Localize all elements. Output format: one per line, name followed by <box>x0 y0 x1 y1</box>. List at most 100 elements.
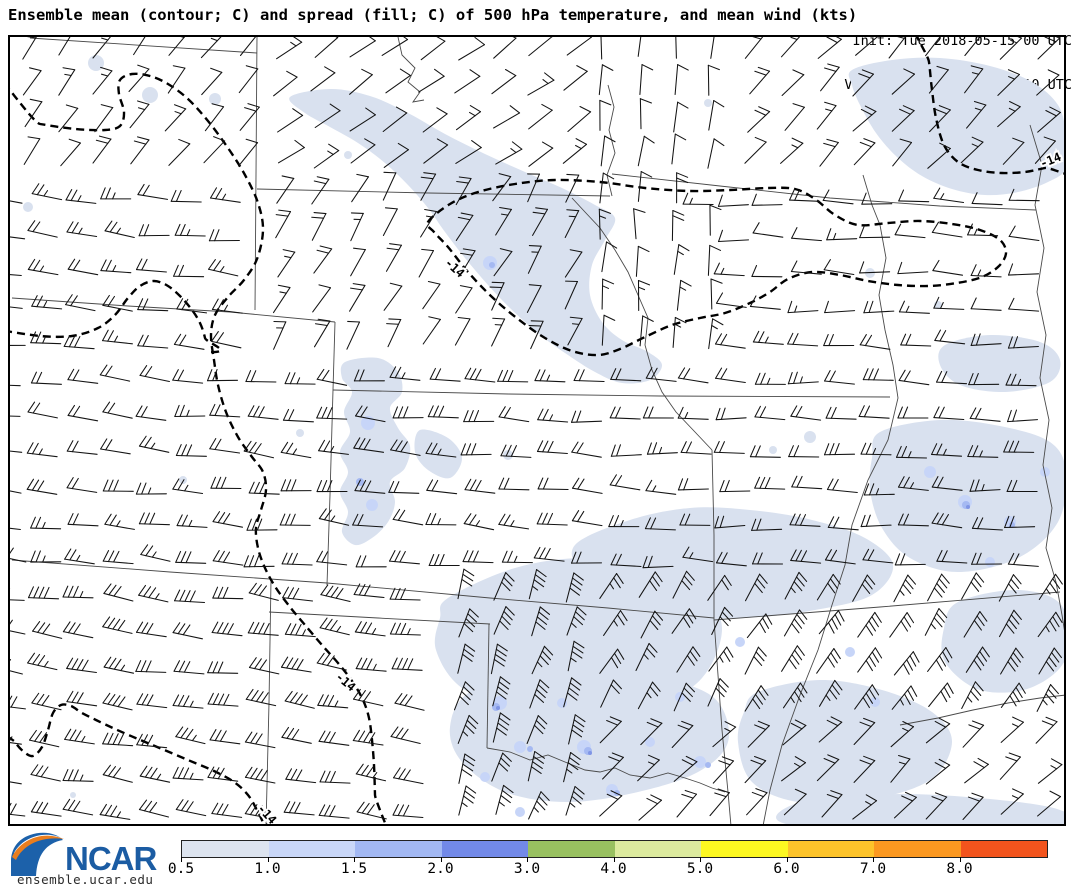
wind-barb <box>676 172 689 204</box>
wind-barb <box>960 136 984 164</box>
wind-barb <box>929 105 951 133</box>
spread-spot-2 <box>527 746 533 752</box>
wind-barb <box>138 224 170 237</box>
wind-barb <box>500 444 532 458</box>
wind-barb <box>280 656 312 673</box>
wind-barb <box>463 513 495 531</box>
wind-barb <box>458 36 485 61</box>
wind-barb <box>671 720 694 749</box>
wind-barb <box>645 367 677 382</box>
wind-barb <box>927 142 951 169</box>
wind-barb <box>174 404 206 417</box>
wind-barb <box>280 441 312 459</box>
wind-barb <box>816 648 841 674</box>
wind-barb <box>316 480 348 493</box>
wind-barb <box>707 244 722 276</box>
wind-barb <box>492 676 511 707</box>
wind-barb <box>633 208 646 240</box>
wind-barb <box>273 70 298 97</box>
spread-spot-1 <box>366 499 378 511</box>
wind-barb <box>565 173 580 203</box>
wind-barb <box>715 551 747 567</box>
wind-barb <box>498 513 530 530</box>
wind-barb <box>640 718 663 746</box>
wind-barb <box>62 798 94 816</box>
wind-barb <box>637 754 660 782</box>
wind-barb <box>212 511 244 528</box>
wind-barb <box>389 587 421 601</box>
wind-barb <box>744 573 768 602</box>
wind-barb <box>537 408 569 423</box>
wind-barb <box>599 573 624 599</box>
wind-barb <box>454 316 471 346</box>
wind-barb <box>350 247 366 277</box>
wind-barb <box>852 574 876 602</box>
wind-barb <box>1038 647 1062 675</box>
state-border-line <box>486 623 490 749</box>
wind-barb <box>1036 69 1060 96</box>
wind-barb <box>92 35 113 59</box>
wind-barb <box>457 714 479 744</box>
wind-barb <box>891 685 918 710</box>
wind-barb <box>279 513 311 526</box>
wind-barb <box>58 104 79 133</box>
wind-barb <box>354 621 386 637</box>
wind-barb <box>245 688 277 707</box>
wind-barb <box>67 368 99 384</box>
wind-barb <box>418 68 445 93</box>
spread-fill-spot <box>503 450 513 460</box>
wind-barb <box>565 572 584 603</box>
wind-barb <box>491 68 517 95</box>
wind-barb <box>167 65 186 94</box>
wind-barb <box>563 677 582 708</box>
spread-fill-spot <box>70 792 76 798</box>
wind-barb <box>392 406 424 419</box>
wind-barb <box>427 405 459 419</box>
wind-barb <box>526 284 542 313</box>
wind-barb <box>600 679 622 708</box>
wind-barb <box>102 764 133 783</box>
wind-barb <box>277 139 305 164</box>
wind-barb <box>818 679 843 707</box>
wind-barb <box>528 35 553 57</box>
wind-barb <box>314 35 339 58</box>
state-border-line <box>713 619 732 826</box>
wind-barb <box>172 766 204 781</box>
wind-barb <box>571 441 602 458</box>
wind-barb <box>816 101 837 130</box>
wind-barb <box>8 197 23 204</box>
wind-barb <box>707 678 729 707</box>
wind-barb <box>711 606 734 636</box>
wind-barb <box>1037 758 1063 784</box>
wind-barb <box>598 208 611 240</box>
wind-barb <box>317 694 349 709</box>
wind-barb <box>284 690 315 709</box>
wind-barb <box>677 478 709 491</box>
wind-barb <box>602 752 624 780</box>
wind-barb <box>458 753 476 784</box>
wind-barb <box>135 258 167 273</box>
wind-barb <box>672 570 695 599</box>
wind-barb <box>682 192 714 206</box>
wind-barb <box>608 515 640 528</box>
wind-barb <box>281 726 312 744</box>
spread-fill-blob <box>289 88 663 384</box>
wind-barb <box>751 518 783 531</box>
wind-barb <box>564 249 583 278</box>
colorbar-segment <box>441 841 528 857</box>
spread-spot-3 <box>588 751 592 755</box>
wind-barb <box>893 574 916 603</box>
wind-barb <box>526 715 548 745</box>
wind-barb <box>311 176 330 205</box>
wind-barb <box>173 264 205 278</box>
wind-barb <box>455 140 482 164</box>
spread-spot-1 <box>985 557 995 567</box>
wind-barb <box>746 613 773 639</box>
wind-barb <box>680 441 712 455</box>
wind-barb <box>566 606 587 636</box>
wind-barb <box>707 64 720 96</box>
wind-barb <box>64 548 95 565</box>
colorbar-segment <box>614 841 701 857</box>
wind-barb <box>129 100 150 129</box>
spread-spot-1 <box>735 637 745 647</box>
